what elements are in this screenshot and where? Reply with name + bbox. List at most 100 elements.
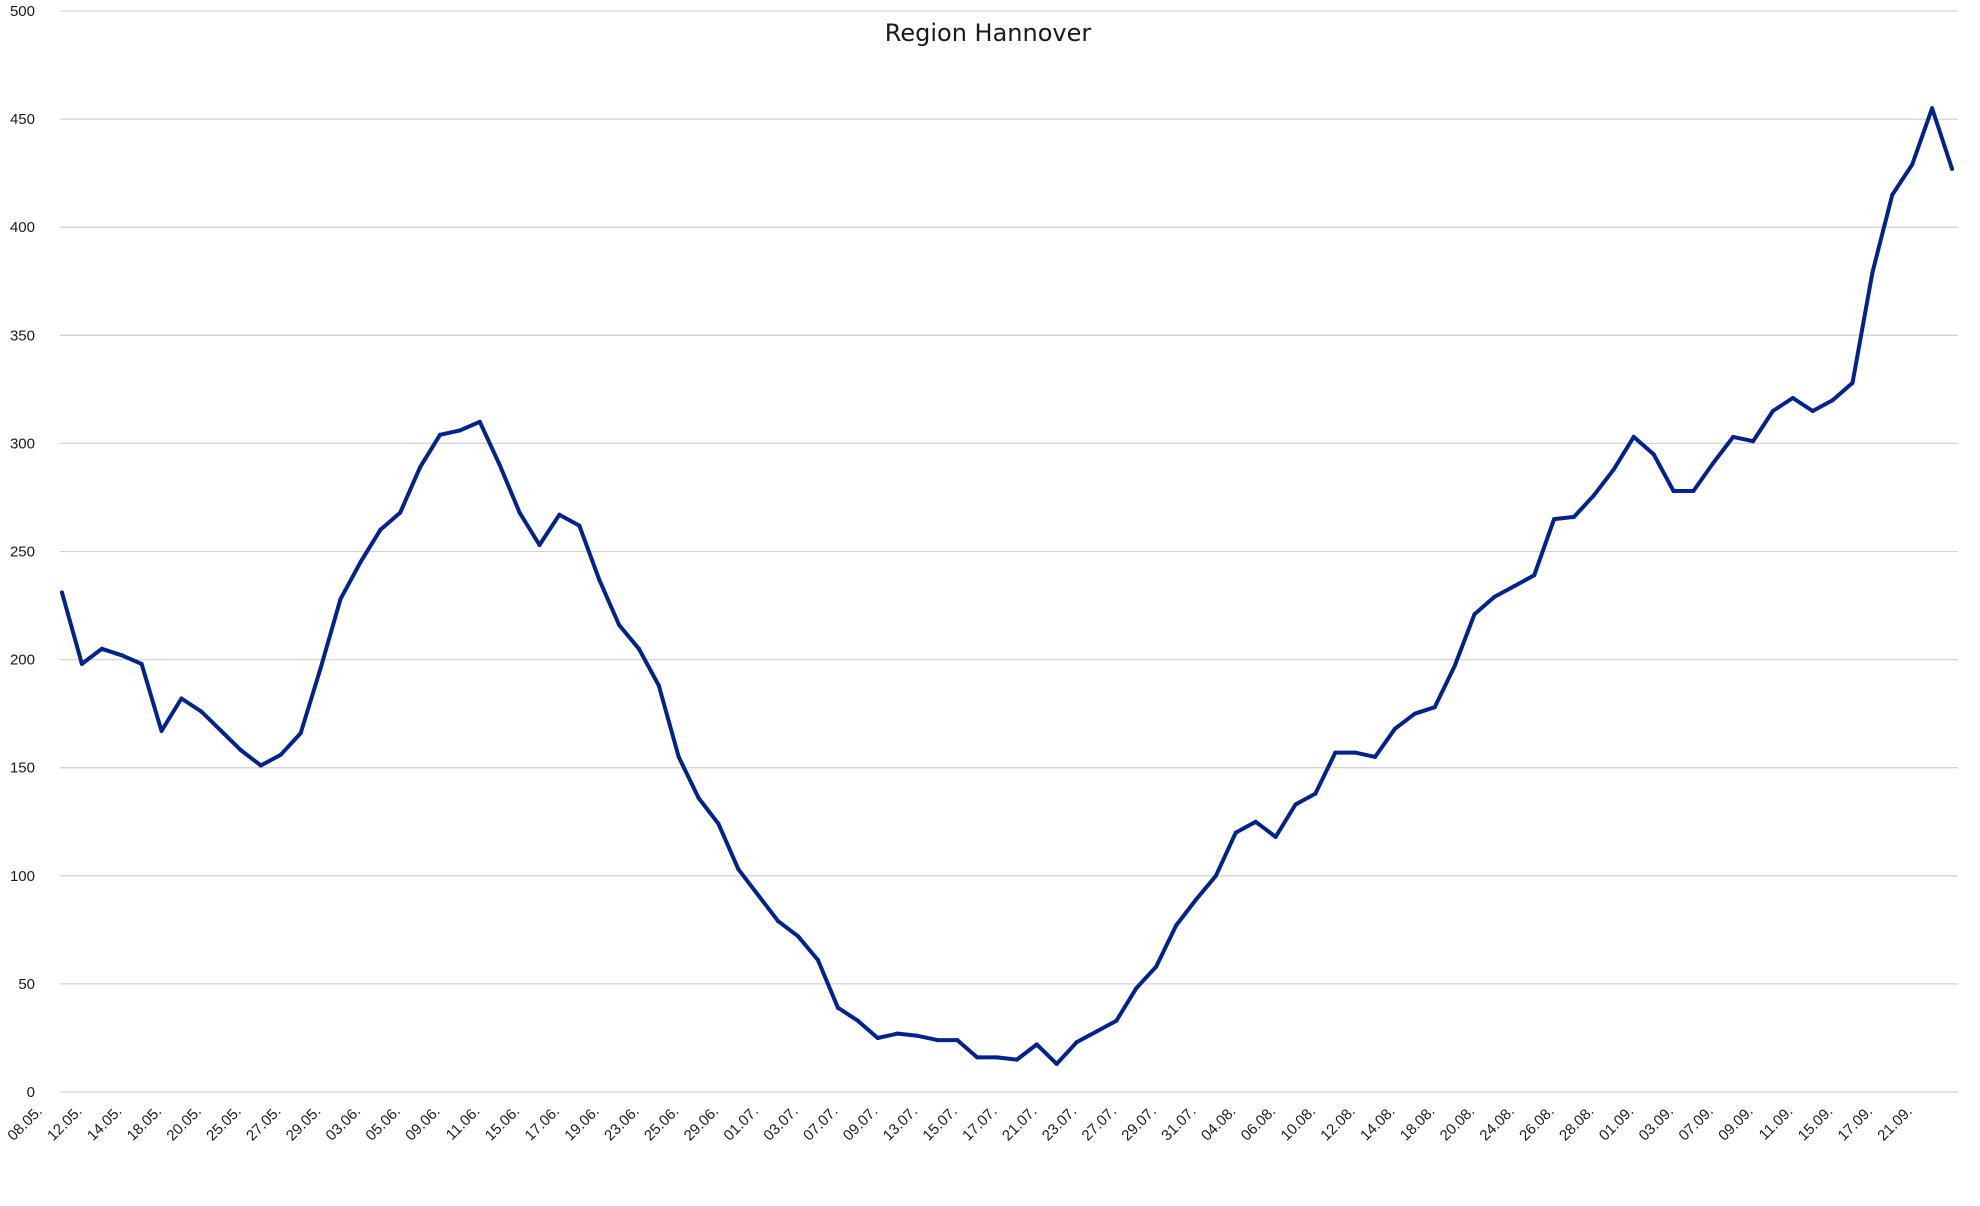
x-tick-label: 27.05. (243, 1103, 285, 1145)
data-point (1233, 830, 1238, 835)
data-point (1711, 460, 1716, 465)
data-point (438, 432, 442, 437)
x-tick-label: 17.06. (522, 1103, 564, 1145)
x-tick-label: 18.08. (1397, 1103, 1439, 1145)
x-tick-label: 21.07. (999, 1103, 1041, 1145)
data-point (298, 731, 303, 736)
x-tick-label: 05.06. (362, 1103, 404, 1145)
x-tick-label: 14.05. (84, 1103, 126, 1145)
x-tick-label: 06.08. (1238, 1103, 1280, 1145)
data-point (1373, 754, 1378, 759)
y-tick-label: 0 (27, 1084, 35, 1101)
data-point (875, 1036, 880, 1040)
data-point (776, 919, 781, 924)
data-point (119, 653, 124, 658)
data-point (1611, 467, 1616, 472)
data-point (736, 867, 741, 872)
data-point (1830, 398, 1835, 403)
y-tick-label: 300 (10, 435, 35, 452)
data-point (497, 463, 502, 467)
series-line (60, 106, 1954, 1066)
data-point (935, 1038, 940, 1043)
x-tick-label: 04.08. (1198, 1103, 1240, 1145)
data-point (1253, 819, 1258, 824)
data-point (1392, 726, 1397, 731)
data-point (1591, 493, 1596, 498)
data-point (1950, 166, 1954, 171)
data-point (756, 893, 761, 898)
data-point (398, 510, 403, 515)
x-tick-label: 29.06. (681, 1103, 723, 1145)
data-point (1054, 1061, 1059, 1066)
x-tick-label: 11.09. (1756, 1103, 1797, 1144)
data-point (1074, 1040, 1079, 1045)
x-tick-label: 08.05. (4, 1103, 46, 1145)
data-point (199, 709, 204, 714)
x-tick-label: 25.06. (641, 1103, 683, 1145)
data-point (457, 428, 462, 433)
data-point (955, 1038, 960, 1043)
x-tick-label: 21.09. (1874, 1103, 1916, 1145)
y-tick-label: 500 (10, 3, 35, 20)
x-tick-label: 18.05. (124, 1103, 166, 1145)
data-point (915, 1033, 920, 1038)
chart-title: Region Hannover (885, 19, 1092, 47)
y-tick-label: 150 (10, 760, 35, 777)
data-point (1313, 791, 1318, 796)
data-point (1194, 897, 1198, 902)
data-point (537, 543, 542, 547)
x-tick-label: 20.08. (1437, 1103, 1479, 1145)
data-point (975, 1055, 980, 1060)
data-point (179, 696, 184, 701)
x-tick-label: 23.06. (601, 1103, 643, 1145)
y-tick-label: 200 (10, 652, 35, 669)
data-point (1631, 434, 1636, 439)
data-point (1472, 612, 1477, 617)
data-point (577, 523, 582, 528)
x-tick-label: 07.09. (1675, 1103, 1717, 1145)
data-point (1572, 514, 1576, 519)
data-point (477, 419, 482, 424)
data-point (1532, 573, 1537, 578)
data-point (358, 560, 363, 565)
x-tick-label: 07.07. (800, 1103, 842, 1145)
data-point (1810, 409, 1815, 413)
data-point (855, 1018, 860, 1023)
x-tick-label: 31.07. (1158, 1103, 1200, 1145)
data-point (1353, 750, 1358, 755)
data-point (1751, 439, 1756, 444)
data-point (1731, 434, 1736, 439)
data-point (60, 590, 64, 595)
data-point (1154, 964, 1159, 969)
data-point (835, 1005, 840, 1010)
x-tick-label: 17.07. (959, 1103, 1001, 1145)
data-point (1870, 270, 1875, 275)
data-point (1770, 409, 1775, 413)
data-point (318, 666, 323, 671)
x-tick-label: 23.07. (1039, 1103, 1081, 1145)
data-point (278, 752, 283, 757)
data-point (696, 796, 701, 800)
data-point (1691, 489, 1696, 493)
data-point (1552, 517, 1557, 522)
data-point (1014, 1057, 1019, 1062)
data-point (617, 623, 622, 627)
data-point (557, 512, 562, 517)
x-tick-label: 10.08. (1277, 1103, 1319, 1145)
data-point (1492, 594, 1497, 599)
data-point (99, 646, 104, 651)
x-tick-label: 28.08. (1556, 1103, 1598, 1145)
data-point (1094, 1029, 1099, 1034)
x-tick-label: 26.08. (1516, 1103, 1558, 1145)
data-point (219, 728, 224, 733)
data-point (1034, 1042, 1039, 1047)
data-point (139, 661, 144, 666)
x-tick-label: 09.06. (402, 1103, 444, 1145)
data-point (716, 821, 721, 826)
data-point (1432, 705, 1437, 710)
data-point (656, 683, 661, 688)
x-tick-label: 01.07. (720, 1103, 762, 1145)
data-point (1114, 1018, 1119, 1023)
data-point (258, 763, 263, 768)
y-axis: 0 50 100 150 200 250 300 350 400 450 500 (10, 3, 35, 1101)
